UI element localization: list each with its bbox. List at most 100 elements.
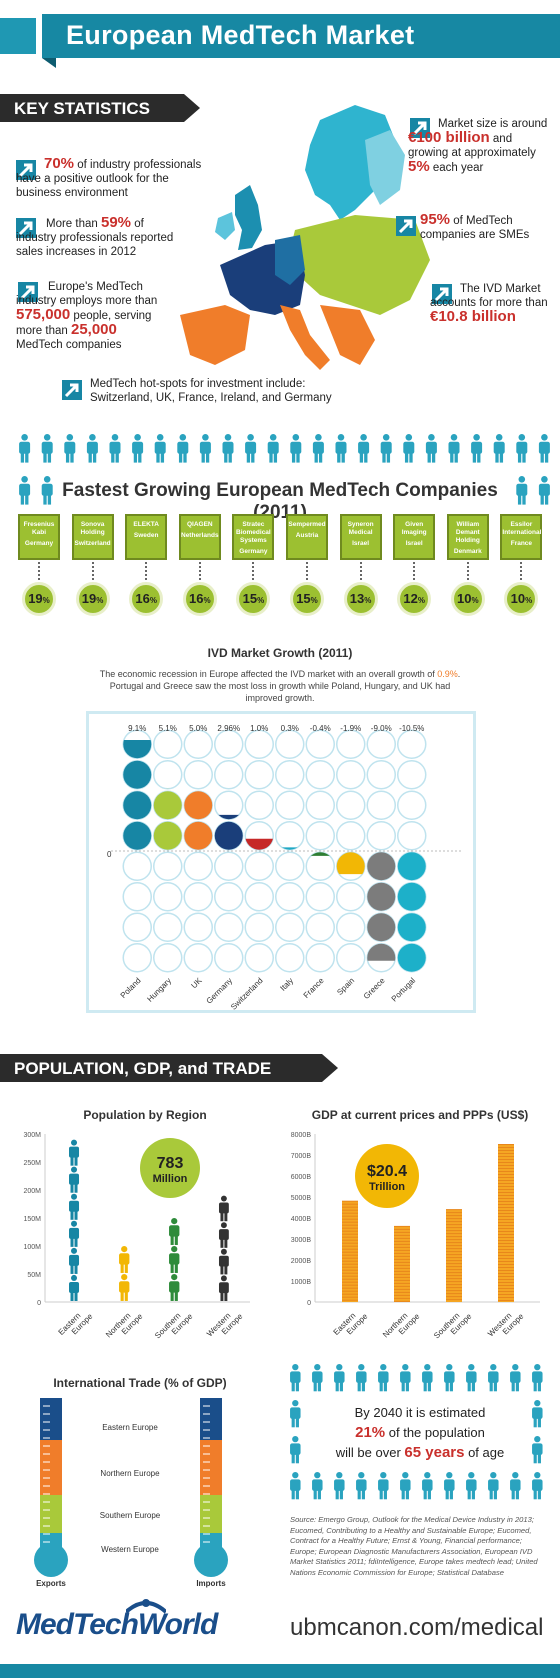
person-icon: [400, 1364, 411, 1392]
grid-circle: [275, 821, 305, 851]
person-icon: [510, 1364, 521, 1392]
grid-circle: [183, 760, 213, 790]
map-italy: [280, 305, 330, 370]
ivd-zero-label: 0: [107, 850, 112, 859]
ivd-bar: [310, 852, 330, 856]
grid-circle: [397, 821, 427, 851]
person-icon: [378, 1364, 389, 1392]
banner-fold: [42, 58, 56, 68]
company-name: Sonova Holding: [80, 521, 105, 536]
exports-thermometer: [34, 1398, 68, 1577]
grid-circle: [183, 943, 213, 973]
ivd-category-label: Spain: [335, 976, 356, 997]
grid-circle: [397, 760, 427, 790]
ivd-value-label: 2.96%: [217, 724, 240, 733]
arrow-up-icon: [410, 118, 430, 138]
grid-circle: [336, 790, 366, 820]
person-icon: [218, 1248, 229, 1275]
trade-thermometers: Exports Imports Eastern Europe Northern Eur…: [34, 1398, 228, 1588]
person-icon: [69, 1193, 80, 1220]
growth-value: 13: [349, 591, 365, 606]
connector-line: [413, 562, 416, 580]
ivd-value-label: 0.3%: [281, 724, 299, 733]
x-tick-label: SouthernEurope: [153, 1305, 195, 1347]
person-icon: [290, 434, 302, 463]
footer-url-link[interactable]: ubmcanon.com/medical: [290, 1614, 544, 1641]
grid-circle: [336, 760, 366, 790]
x-tick-label: NorthernEurope: [104, 1305, 145, 1346]
grid-circle: [275, 943, 305, 973]
ivd-chart-frame: [86, 711, 476, 1013]
ivd-value-label: -0.4%: [310, 724, 331, 733]
person-icon: [132, 434, 144, 463]
person-icon: [532, 1400, 543, 1428]
person-icon: [290, 1472, 301, 1500]
grid-circle: [244, 790, 274, 820]
stat-employment: Europe's MedTech industry employs more t…: [16, 281, 158, 351]
connector-line: [252, 562, 255, 580]
grid-circle: [305, 821, 335, 851]
y-tick-label: 1000B: [291, 1279, 312, 1286]
company-name: Syneron Medical: [347, 521, 374, 536]
person-icon: [358, 434, 370, 463]
ivd-bar: [123, 739, 152, 850]
connector-line: [145, 562, 148, 580]
company-card: Sempermed Austria: [286, 514, 328, 560]
person-icon: [422, 1472, 433, 1500]
growth-percent-badge: 10%: [504, 582, 539, 616]
grid-circle: [153, 729, 183, 759]
x-tick-label: WesternEurope: [486, 1305, 526, 1345]
y-tick-label: 0: [307, 1300, 311, 1307]
ivd-bar: [397, 852, 426, 972]
growth-value: 12: [403, 591, 418, 606]
ivd-bar: [153, 791, 182, 850]
stat-sales-increase: More than 59% of industry professionals …: [16, 214, 174, 258]
grid-circle: [153, 851, 183, 881]
grid-circle: [122, 912, 152, 942]
grid-circle: [366, 790, 396, 820]
gdp-total-badge: [355, 1144, 419, 1208]
company-country: Israel: [352, 540, 370, 547]
arrow-up-icon: [16, 160, 36, 180]
ivd-value-label: -1.9%: [340, 724, 361, 733]
person-icon: [119, 1246, 130, 1273]
medtechworld-logo: MedTechWorld: [16, 1608, 218, 1641]
person-icon: [516, 434, 528, 463]
ivd-bar: [281, 847, 298, 850]
trade-region-label: Eastern Europe: [102, 1423, 158, 1432]
grid-circle: [214, 729, 244, 759]
person-icon: [218, 1195, 229, 1222]
population-total-unit: Million: [153, 1173, 188, 1185]
person-icon: [199, 434, 211, 463]
person-icon: [532, 1364, 543, 1392]
person-icon: [444, 1472, 455, 1500]
y-tick-label: 300M: [23, 1132, 41, 1139]
person-icon: [69, 1274, 80, 1301]
ivd-value-label: -9.0%: [371, 724, 392, 733]
company-country: Israel: [405, 540, 423, 547]
person-icon: [41, 434, 53, 463]
person-icon: [86, 434, 98, 463]
company-country: Denmark: [453, 548, 482, 555]
person-icon: [538, 476, 550, 505]
ivd-description: The economic recession in Europe affecte…: [99, 669, 461, 703]
growth-unit: %: [203, 596, 211, 605]
person-icon: [425, 434, 437, 463]
person-icon: [334, 1364, 345, 1392]
company-country: Switzerland: [74, 540, 111, 547]
growth-value: 10: [510, 591, 526, 606]
company-country: Germany: [24, 540, 54, 547]
person-icon: [532, 1472, 543, 1500]
stat-market-size: Market size is around €100 billion and g…: [408, 118, 548, 175]
grid-circle: [336, 729, 366, 759]
grid-circle: [275, 729, 305, 759]
grid-circle: [214, 943, 244, 973]
y-tick-label: 50M: [27, 1272, 41, 1279]
growth-value: 15: [242, 591, 258, 606]
grid-circle: [153, 912, 183, 942]
person-icon: [218, 1275, 229, 1302]
connector-line: [91, 562, 94, 580]
ivd-category-label: France: [302, 976, 326, 1000]
x-tick-label: EasternEurope: [57, 1305, 95, 1343]
person-icon: [19, 476, 31, 505]
